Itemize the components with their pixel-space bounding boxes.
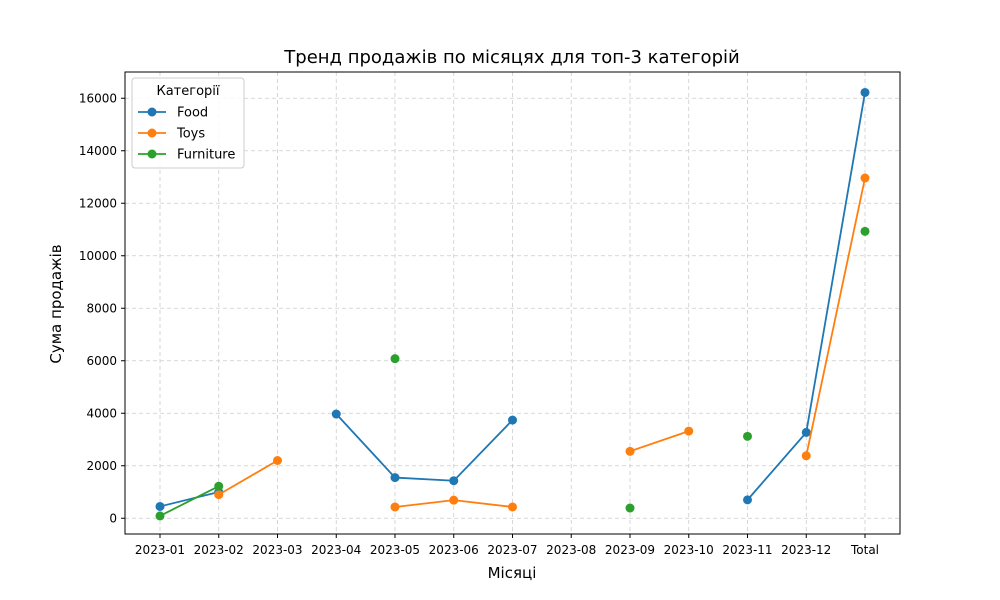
series-toys	[214, 173, 870, 512]
series-layer	[155, 87, 870, 521]
x-tick-label: 2023-06	[429, 543, 479, 557]
data-point	[390, 354, 400, 364]
y-tick-label: 8000	[86, 301, 117, 315]
x-tick-label: 2023-04	[311, 543, 361, 557]
x-tick-label: 2023-09	[605, 543, 655, 557]
legend-label: Toys	[176, 127, 205, 142]
data-point	[331, 409, 341, 419]
legend-item-toys: Toys	[138, 127, 205, 142]
data-point	[860, 87, 870, 97]
legend-marker	[147, 107, 157, 117]
series-line	[629, 430, 690, 453]
grid	[125, 72, 900, 534]
x-tick-label: 2023-01	[135, 543, 185, 557]
data-point	[155, 501, 165, 511]
x-tick-label: 2023-02	[194, 543, 244, 557]
legend-box	[131, 77, 245, 169]
y-tick-label: 12000	[79, 196, 117, 210]
data-point	[684, 426, 694, 436]
x-tick-label: 2023-03	[252, 543, 302, 557]
chart-title: Тренд продажів по місяцях для топ-3 кате…	[283, 47, 739, 68]
data-point	[743, 431, 752, 441]
data-point	[801, 451, 811, 461]
data-point	[214, 490, 224, 500]
x-tick-label: 2023-08	[546, 543, 596, 557]
series-line	[335, 413, 514, 482]
data-point	[860, 226, 870, 236]
data-point	[449, 495, 459, 505]
data-point	[801, 427, 811, 437]
x-axis-label: Місяці	[488, 564, 537, 582]
legend-label: Furniture	[177, 148, 235, 163]
data-point	[449, 476, 459, 486]
x-tick-label: 2023-10	[664, 543, 714, 557]
legend-item-food: Food	[138, 106, 208, 121]
data-point	[390, 502, 400, 512]
series-line	[805, 177, 866, 456]
legend-marker	[147, 149, 157, 159]
legend-marker	[147, 128, 157, 138]
series-line	[159, 485, 220, 517]
legend-item-furniture: Furniture	[138, 148, 235, 163]
data-point	[625, 446, 635, 456]
series-food	[155, 87, 870, 511]
x-tick-label: 2023-12	[781, 543, 831, 557]
data-point	[214, 481, 224, 491]
y-tick-label: 16000	[79, 91, 117, 105]
data-point	[508, 415, 517, 425]
series-line	[159, 491, 219, 508]
series-line	[218, 459, 278, 496]
data-point	[860, 173, 870, 183]
data-point	[508, 502, 517, 512]
y-ticks: 0 2000 4000 6000 8000 10000 12000 14000 16000	[79, 91, 125, 525]
y-tick-label: 14000	[79, 144, 117, 158]
series-furniture	[155, 226, 870, 521]
y-tick-label: 2000	[86, 459, 117, 473]
x-tick-label: 2023-05	[370, 543, 420, 557]
x-tick-label: Total	[850, 543, 879, 557]
legend-title: Категорії	[156, 84, 219, 99]
data-point	[743, 495, 752, 505]
y-axis-label: Сума продажів	[47, 244, 65, 363]
y-tick-label: 0	[109, 511, 117, 525]
legend-label: Food	[177, 106, 208, 121]
y-tick-label: 10000	[79, 249, 117, 263]
x-tick-label: 2023-11	[722, 543, 772, 557]
y-tick-label: 6000	[86, 354, 117, 368]
data-point	[273, 456, 282, 465]
x-tick-label: 2023-07	[487, 543, 537, 557]
data-point	[155, 511, 165, 521]
data-point	[390, 473, 400, 483]
data-point	[625, 503, 635, 513]
y-tick-label: 4000	[86, 406, 117, 420]
legend: Категорії Food Toys Furniture	[131, 77, 245, 169]
x-ticks: 2023-01 2023-02 2023-03 2023-04 2023-05 2023-…	[135, 534, 879, 557]
